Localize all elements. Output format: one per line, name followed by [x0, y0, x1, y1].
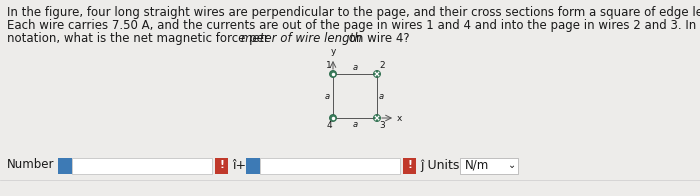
- Circle shape: [374, 71, 381, 77]
- FancyBboxPatch shape: [72, 158, 212, 174]
- FancyBboxPatch shape: [260, 158, 400, 174]
- Circle shape: [330, 71, 337, 77]
- Text: ĵ Units: ĵ Units: [420, 159, 459, 172]
- Circle shape: [374, 114, 381, 122]
- FancyBboxPatch shape: [460, 158, 518, 174]
- Text: meter of wire length: meter of wire length: [241, 32, 361, 45]
- Text: Number: Number: [7, 159, 55, 172]
- Text: a: a: [379, 92, 384, 101]
- Circle shape: [330, 114, 337, 122]
- FancyBboxPatch shape: [403, 158, 416, 174]
- Text: x: x: [397, 113, 402, 122]
- FancyBboxPatch shape: [215, 158, 228, 174]
- Text: a: a: [352, 120, 358, 129]
- Text: 4: 4: [326, 121, 332, 130]
- Text: on wire 4?: on wire 4?: [344, 32, 409, 45]
- Text: 1: 1: [326, 61, 332, 70]
- Text: î+: î+: [232, 159, 246, 172]
- Text: !: !: [219, 161, 224, 171]
- Text: 2: 2: [379, 61, 384, 70]
- Text: In the figure, four long straight wires are perpendicular to the page, and their: In the figure, four long straight wires …: [7, 6, 700, 19]
- Text: y: y: [330, 47, 336, 56]
- Text: notation, what is the net magnetic force per: notation, what is the net magnetic force…: [7, 32, 272, 45]
- Text: a: a: [325, 92, 330, 101]
- FancyBboxPatch shape: [58, 158, 72, 174]
- Text: ⌄: ⌄: [508, 161, 516, 171]
- Text: a: a: [352, 63, 358, 72]
- FancyBboxPatch shape: [246, 158, 260, 174]
- Text: Each wire carries 7.50 A, and the currents are out of the page in wires 1 and 4 : Each wire carries 7.50 A, and the curren…: [7, 19, 700, 32]
- Text: 3: 3: [379, 121, 385, 130]
- Text: N/m: N/m: [465, 159, 489, 172]
- Text: !: !: [407, 161, 412, 171]
